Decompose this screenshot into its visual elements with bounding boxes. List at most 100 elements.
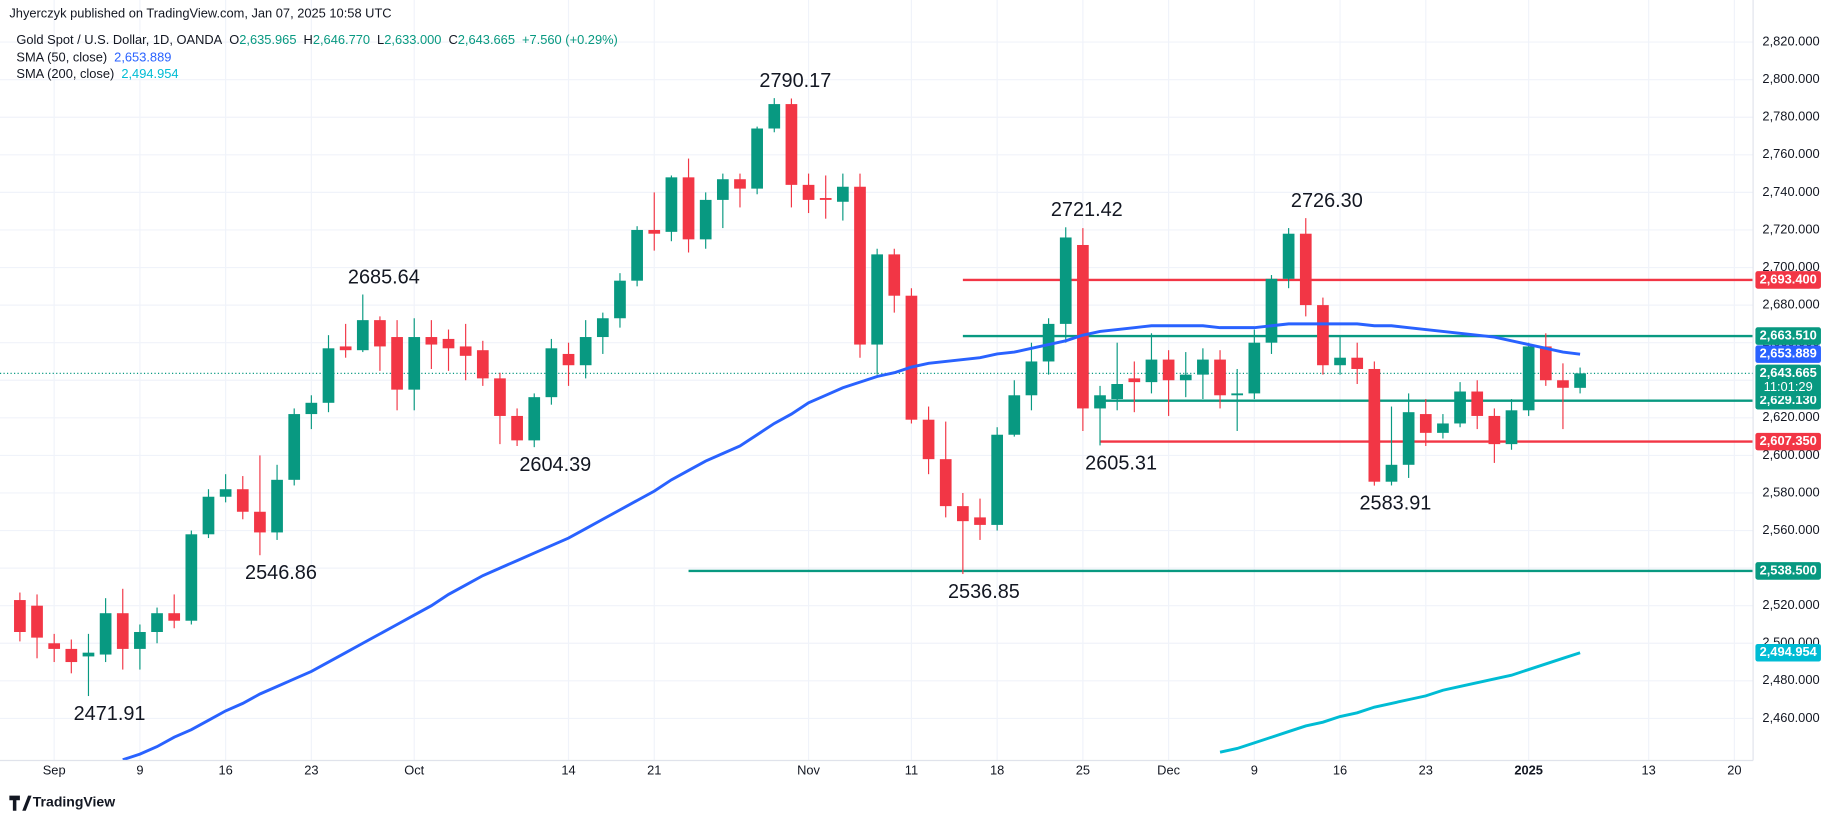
candle-body [768, 104, 781, 129]
candle-body [1128, 378, 1141, 383]
candle-body [322, 348, 335, 403]
candle-body [1282, 233, 1295, 279]
sma-line [122, 322, 1581, 761]
candle-body [734, 179, 746, 189]
candle-body [579, 337, 592, 366]
candle-body [1179, 374, 1192, 381]
candle-body [665, 177, 678, 232]
candle-body [1197, 359, 1209, 375]
price-annotation: 2604.39 [519, 454, 591, 476]
x-tick-label: Nov [797, 762, 820, 777]
candle-body [1265, 278, 1278, 343]
level-label-text: 2,693.400 [1760, 271, 1817, 286]
candle-body [562, 353, 575, 366]
candle-body [1505, 410, 1518, 445]
candle-body [202, 496, 215, 535]
candle-body [425, 337, 438, 345]
y-tick-label: 2,480.000 [1762, 672, 1819, 687]
candle-body [48, 643, 61, 649]
candle-body [494, 378, 506, 416]
change: +7.560 (+0.29%) [522, 32, 618, 47]
x-tick-label: 16 [218, 762, 232, 777]
candle-body [1077, 244, 1089, 409]
footer-brand: TradingView [33, 793, 115, 809]
candle-body [888, 254, 901, 296]
candle-body [185, 534, 198, 621]
candle-body [1385, 464, 1398, 482]
candle-body [1419, 414, 1432, 433]
legend-entry: SMA (50, close) 2,653.889 [16, 50, 171, 65]
candle-body [1351, 357, 1364, 369]
candle-body [1248, 342, 1261, 394]
candle-body [1145, 359, 1158, 383]
level-label-box [1755, 432, 1821, 451]
candle-body [648, 229, 661, 234]
y-tick-label: 2,460.000 [1762, 710, 1819, 725]
candle-body [339, 346, 352, 351]
y-tick-label: 2,560.000 [1762, 522, 1819, 537]
candle-body [682, 177, 695, 240]
ohlc-value: 2,633.000 [384, 32, 441, 47]
ohlc-value: 2,646.770 [313, 32, 370, 47]
level-label-box [1755, 391, 1821, 410]
symbol: Gold Spot / U.S. Dollar, 1D, OANDA [16, 32, 222, 47]
x-tick-label: Sep [43, 762, 66, 777]
candle-body [356, 320, 369, 351]
candle-body [374, 320, 386, 347]
candle-body [1299, 233, 1312, 306]
candle-body [1539, 346, 1552, 381]
price-annotation: 2685.64 [348, 266, 420, 288]
candle-body [631, 229, 643, 281]
level-label-box [1755, 562, 1821, 580]
candle-body [1402, 412, 1415, 465]
y-tick-label: 2,780.000 [1762, 109, 1819, 124]
candle-body [922, 419, 935, 460]
x-tick-label: 20 [1727, 762, 1741, 777]
legend-value: 2,494.954 [121, 66, 178, 81]
candle-body [1042, 323, 1055, 362]
candle-body [545, 348, 558, 398]
candle-body [1437, 423, 1449, 433]
candle-body [716, 179, 729, 200]
y-tick-label: 2,740.000 [1762, 184, 1819, 199]
sma-label-box [1755, 643, 1821, 662]
price-annotation: 2790.17 [759, 70, 831, 92]
level-label-text: 2,538.500 [1760, 562, 1817, 577]
legend-symbol: Gold Spot / U.S. Dollar, 1D, OANDA O2,635… [16, 32, 617, 47]
price-box [1755, 364, 1821, 397]
candle-body [1454, 391, 1466, 424]
candle-body [219, 489, 232, 497]
candle-body [1471, 391, 1484, 416]
candle-body [1111, 384, 1124, 400]
candle-body [939, 459, 952, 507]
x-tick-label: 9 [1251, 762, 1258, 777]
candle-body [991, 434, 1004, 525]
sma-line [1219, 651, 1581, 754]
candle-body [699, 199, 712, 240]
candle-body [751, 128, 763, 189]
y-tick-label: 2,800.000 [1762, 71, 1819, 86]
footer: TradingView [9, 793, 115, 811]
candle-body [1059, 237, 1072, 324]
ohlc-value: 2,643.665 [458, 32, 515, 47]
published-note: Jhyerczyk published on TradingView.com, … [9, 5, 391, 20]
y-tick-label: 2,580.000 [1762, 484, 1819, 499]
x-tick-label: Dec [1157, 762, 1180, 777]
price-annotation: 2471.91 [74, 703, 146, 725]
candle-body [459, 346, 472, 356]
candle-body [905, 295, 918, 420]
y-tick-label: 2,760.000 [1762, 146, 1819, 161]
candle-body [1162, 359, 1175, 381]
x-tick-label: 23 [304, 762, 318, 777]
candle-body [65, 648, 78, 663]
candle-body [476, 350, 489, 379]
candle-body [1214, 359, 1226, 396]
candle-body [614, 280, 626, 319]
price-annotation: 2726.30 [1291, 190, 1363, 212]
candle-body [1368, 368, 1381, 482]
legend-name: SMA (50, close) [16, 50, 107, 65]
candle-body [596, 318, 609, 338]
candle-body [254, 511, 266, 533]
